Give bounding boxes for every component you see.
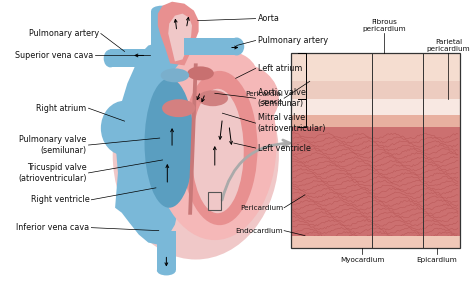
Ellipse shape <box>198 90 228 106</box>
Text: Right ventricle: Right ventricle <box>31 195 90 204</box>
Bar <box>291 81 460 99</box>
Bar <box>208 192 221 210</box>
Ellipse shape <box>187 66 214 80</box>
Bar <box>291 115 460 127</box>
Text: Myocardium: Myocardium <box>340 258 384 264</box>
Ellipse shape <box>182 71 257 225</box>
Text: Inferior vena cava: Inferior vena cava <box>16 223 90 232</box>
Text: Left atrium: Left atrium <box>257 64 302 73</box>
Ellipse shape <box>191 89 244 213</box>
Polygon shape <box>115 42 194 245</box>
Ellipse shape <box>104 49 117 67</box>
Ellipse shape <box>161 68 189 82</box>
Text: Pulmonary artery: Pulmonary artery <box>29 29 99 38</box>
Ellipse shape <box>180 98 208 178</box>
Ellipse shape <box>101 101 148 155</box>
Text: Fibrous
pericardium: Fibrous pericardium <box>362 19 406 32</box>
Bar <box>291 236 460 248</box>
Text: Pulmonary artery: Pulmonary artery <box>257 36 328 45</box>
Bar <box>291 127 460 248</box>
Bar <box>291 53 460 248</box>
Polygon shape <box>188 63 198 215</box>
Bar <box>291 53 460 81</box>
Ellipse shape <box>229 38 244 55</box>
Polygon shape <box>168 14 192 62</box>
Bar <box>157 231 176 271</box>
Text: Aortic valve
(semilunar): Aortic valve (semilunar) <box>257 88 305 108</box>
Bar <box>291 99 460 115</box>
Text: Right atrium: Right atrium <box>36 104 87 113</box>
Bar <box>151 11 172 78</box>
Ellipse shape <box>129 58 215 128</box>
Ellipse shape <box>182 56 257 121</box>
Ellipse shape <box>198 63 279 133</box>
FancyArrowPatch shape <box>222 140 290 200</box>
Text: Epicardium: Epicardium <box>417 258 457 264</box>
Text: Endocardium: Endocardium <box>236 228 283 234</box>
Bar <box>184 38 237 55</box>
Text: Mitral valve
(atrioventricular): Mitral valve (atrioventricular) <box>257 113 326 133</box>
Ellipse shape <box>162 99 195 117</box>
Text: Superior vena cava: Superior vena cava <box>15 51 93 60</box>
Text: Parietal
pericardium: Parietal pericardium <box>427 39 470 52</box>
Text: Pulmonary valve
(semilunar): Pulmonary valve (semilunar) <box>19 135 87 155</box>
Bar <box>110 49 158 67</box>
Ellipse shape <box>113 51 279 259</box>
Ellipse shape <box>153 46 276 240</box>
Text: Pericardial
space: Pericardial space <box>245 92 283 105</box>
Ellipse shape <box>145 78 194 208</box>
Ellipse shape <box>157 265 176 275</box>
Text: Aorta: Aorta <box>257 14 279 23</box>
Text: Tricuspid valve
(atrioventricular): Tricuspid valve (atrioventricular) <box>18 163 87 183</box>
Text: Pericardium: Pericardium <box>240 205 283 211</box>
Ellipse shape <box>191 51 257 100</box>
Polygon shape <box>158 2 199 65</box>
Ellipse shape <box>151 6 172 16</box>
Text: Left ventricle: Left ventricle <box>257 144 310 152</box>
